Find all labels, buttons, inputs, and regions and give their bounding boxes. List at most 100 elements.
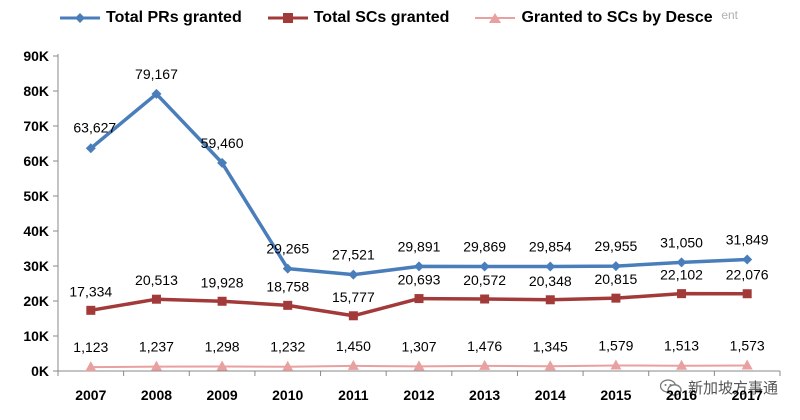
x-tick-label: 2008: [141, 387, 172, 403]
data-label-prs: 29,891: [398, 238, 441, 254]
watermark-bottom-text: 新加坡方事通: [687, 380, 778, 397]
data-label-descent: 1,573: [730, 337, 765, 353]
legend-item-prs: Total PRs granted: [60, 9, 242, 27]
data-label-prs: 31,050: [660, 234, 703, 250]
data-point-scs: [480, 294, 490, 304]
x-tick-label: 2013: [469, 387, 500, 403]
x-tick-label: 2014: [535, 387, 566, 403]
data-label-descent: 1,307: [401, 338, 436, 354]
data-label-scs: 22,102: [660, 267, 703, 283]
x-tick-label: 2012: [403, 387, 434, 403]
data-label-scs: 20,693: [398, 272, 441, 288]
legend-label-scs: Total SCs granted: [313, 9, 450, 26]
data-label-scs: 20,513: [135, 272, 178, 288]
data-point-descent: [150, 360, 162, 371]
data-label-prs: 63,627: [73, 119, 116, 135]
data-label-prs: 27,521: [332, 247, 375, 263]
data-point-prs: [610, 261, 621, 272]
wechat-icon: [659, 378, 682, 396]
data-label-descent: 1,450: [336, 338, 371, 354]
data-point-scs: [151, 294, 161, 304]
y-tick-label: 0K: [31, 363, 49, 379]
data-point-prs: [151, 88, 162, 99]
diamond-marker-icon: [60, 13, 100, 23]
data-label-scs: 18,758: [266, 278, 309, 294]
legend-label-prs: Total PRs granted: [106, 9, 242, 26]
data-label-scs: 19,928: [201, 274, 244, 290]
legend-item-scs: Total SCs granted: [267, 9, 450, 27]
data-label-scs: 22,076: [726, 267, 769, 283]
data-point-scs: [283, 300, 293, 310]
data-point-prs: [545, 261, 556, 272]
data-point-scs: [414, 294, 424, 304]
y-tick-label: 80K: [23, 83, 49, 99]
data-label-descent: 1,232: [270, 339, 305, 355]
data-label-prs: 29,854: [529, 239, 572, 255]
data-label-scs: 20,348: [529, 273, 572, 289]
x-tick-label: 2010: [272, 387, 303, 403]
data-point-descent: [479, 359, 491, 370]
data-point-descent: [216, 360, 228, 371]
x-tick-label: 2011: [338, 387, 369, 403]
data-point-prs: [85, 143, 96, 154]
watermark-bottom: 新加坡方事通: [659, 377, 778, 398]
data-point-descent: [85, 361, 97, 372]
data-point-scs: [545, 295, 555, 305]
data-point-descent: [676, 359, 688, 370]
data-label-prs: 29,265: [266, 241, 309, 257]
data-label-scs: 20,572: [463, 272, 506, 288]
y-tick-label: 60K: [23, 153, 49, 169]
y-tick-label: 10K: [23, 328, 49, 344]
data-label-scs: 17,334: [69, 283, 112, 299]
data-label-descent: 1,123: [73, 339, 108, 355]
data-label-descent: 1,237: [139, 339, 174, 355]
y-tick-label: 50K: [23, 188, 49, 204]
data-point-descent: [610, 359, 622, 370]
data-label-prs: 79,167: [135, 66, 178, 82]
data-point-descent: [741, 359, 753, 370]
data-label-scs: 20,815: [594, 271, 637, 287]
x-tick-label: 2016: [666, 387, 697, 403]
data-point-prs: [282, 263, 293, 274]
y-tick-label: 30K: [23, 258, 49, 274]
data-point-descent: [413, 360, 425, 371]
data-point-prs: [217, 157, 228, 168]
data-label-prs: 29,869: [463, 238, 506, 254]
data-point-prs: [414, 261, 424, 272]
x-tick-label: 2009: [207, 387, 238, 403]
data-point-prs: [348, 269, 359, 280]
data-label-scs: 15,777: [332, 289, 375, 305]
data-point-scs: [677, 289, 687, 299]
watermark-top: ent: [721, 8, 738, 22]
data-label-prs: 31,849: [726, 232, 769, 248]
data-point-prs: [479, 261, 490, 272]
data-label-descent: 1,298: [205, 338, 240, 354]
data-point-descent: [282, 360, 294, 371]
data-label-descent: 1,513: [664, 338, 699, 354]
data-point-descent: [544, 360, 556, 371]
y-tick-label: 70K: [23, 118, 49, 134]
y-tick-label: 40K: [23, 223, 49, 239]
data-point-scs: [742, 289, 752, 299]
y-tick-label: 90K: [23, 48, 49, 64]
data-label-prs: 59,460: [201, 135, 244, 151]
y-tick-label: 20K: [23, 293, 49, 309]
data-label-descent: 1,345: [533, 338, 568, 354]
data-point-prs: [676, 257, 687, 268]
x-tick-label: 2017: [732, 387, 763, 403]
legend: Total PRs granted Total SCs granted Gran…: [60, 6, 800, 30]
data-point-scs: [348, 311, 358, 321]
data-point-prs: [742, 254, 753, 265]
legend-label-descent: Granted to SCs by Desce: [521, 9, 713, 26]
data-point-scs: [611, 293, 621, 303]
data-point-scs: [86, 305, 96, 315]
data-point-scs: [217, 296, 227, 306]
data-point-descent: [347, 359, 359, 370]
data-label-descent: 1,476: [467, 338, 502, 354]
x-tick-label: 2007: [75, 387, 106, 403]
data-label-descent: 1,579: [598, 337, 633, 353]
data-label-prs: 29,955: [594, 238, 637, 254]
x-tick-label: 2015: [600, 387, 631, 403]
legend-item-descent: Granted to SCs by Desce: [475, 9, 713, 27]
